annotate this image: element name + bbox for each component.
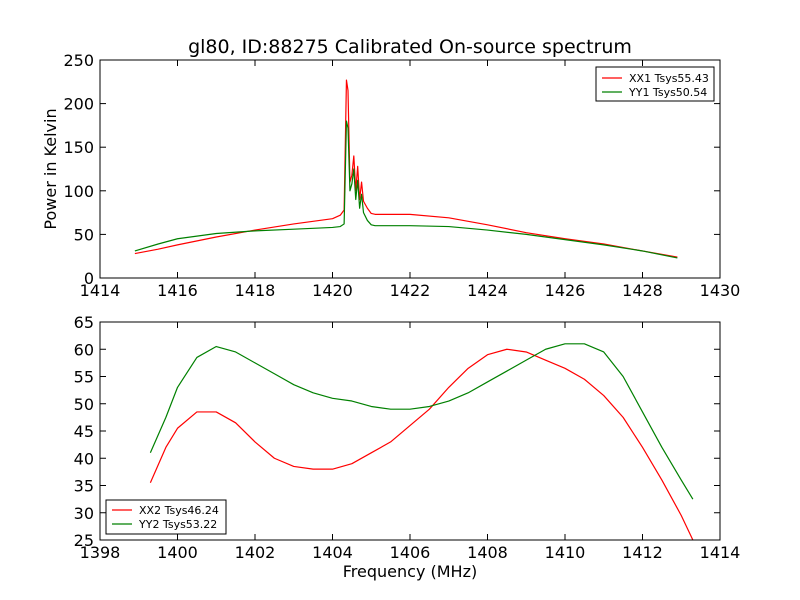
y-tick-label-top: 250 xyxy=(63,51,94,70)
series-line-yy2-tsys53-22 xyxy=(149,343,694,500)
y-tick-label-bottom: 60 xyxy=(74,340,94,359)
x-tick-label-bottom: 1408 xyxy=(467,543,508,562)
y-tick-label-bottom: 40 xyxy=(74,449,94,468)
legend-top: XX1 Tsys55.43 YY1 Tsys50.54 xyxy=(595,66,715,102)
x-tick-label-top: 1426 xyxy=(545,281,586,300)
y-tick-label-bottom: 65 xyxy=(74,313,94,332)
y-axis-label-top: Power in Kelvin xyxy=(41,108,60,229)
y-tick-label-top: 150 xyxy=(63,138,94,157)
x-tick-label-top: 1430 xyxy=(700,281,741,300)
legend-label-xx1: XX1 Tsys55.43 xyxy=(629,72,709,85)
y-tick-label-top: 50 xyxy=(74,225,94,244)
legend-bottom: XX2 Tsys46.24 YY2 Tsys53.22 xyxy=(105,499,227,535)
series-line-xx1-tsys55-43 xyxy=(134,79,678,258)
legend-label-yy2: YY2 Tsys53.22 xyxy=(138,518,217,531)
y-tick-label-top: 200 xyxy=(63,95,94,114)
series-line-xx2-tsys46-24 xyxy=(149,348,694,541)
bottom-plot-panel: 1398 1400 1402 1404 1406 1408 1410 1412 1414 25 30… xyxy=(74,313,741,581)
y-tick-label-bottom: 45 xyxy=(74,422,94,441)
ticks-top: 1414 1416 1418 1420 1422 1424 1426 1428 1430 0 50 1… xyxy=(63,51,740,300)
x-tick-label-bottom: 1398 xyxy=(80,543,121,562)
x-tick-label-top: 1418 xyxy=(235,281,276,300)
y-tick-label-bottom: 35 xyxy=(74,477,94,496)
y-tick-label-bottom: 55 xyxy=(74,368,94,387)
legend-box-bottom xyxy=(105,499,227,535)
ticks-bottom: 1398 1400 1402 1404 1406 1408 1410 1412 1414 25 30… xyxy=(74,313,741,562)
x-tick-label-top: 1420 xyxy=(312,281,353,300)
x-tick-label-bottom: 1400 xyxy=(157,543,198,562)
series-line-yy1-tsys50-54 xyxy=(134,120,678,259)
series-layer-bottom xyxy=(149,343,694,541)
y-tick-label-bottom: 25 xyxy=(74,531,94,550)
top-plot-panel: 1414 1416 1418 1420 1422 1424 1426 1428 1430 0 50 1… xyxy=(41,51,740,300)
chart-title: gl80, ID:88275 Calibrated On-source spec… xyxy=(188,36,632,58)
x-tick-label-bottom: 1414 xyxy=(700,543,741,562)
legend-label-xx2: XX2 Tsys46.24 xyxy=(139,504,219,517)
x-axis-label-bottom: Frequency (MHz) xyxy=(343,562,477,581)
x-tick-label-top: 1428 xyxy=(622,281,663,300)
legend-box-top xyxy=(595,66,715,102)
y-tick-label-bottom: 30 xyxy=(74,504,94,523)
y-tick-label-top: 0 xyxy=(84,269,94,288)
x-tick-label-top: 1422 xyxy=(390,281,431,300)
x-tick-label-bottom: 1410 xyxy=(545,543,586,562)
x-tick-label-bottom: 1404 xyxy=(312,543,353,562)
x-tick-label-top: 1414 xyxy=(80,281,121,300)
x-tick-label-top: 1424 xyxy=(467,281,508,300)
x-tick-label-bottom: 1412 xyxy=(622,543,663,562)
x-tick-label-top: 1416 xyxy=(157,281,198,300)
x-tick-label-bottom: 1402 xyxy=(235,543,276,562)
y-tick-label-top: 100 xyxy=(63,182,94,201)
series-layer-top xyxy=(134,79,678,259)
legend-label-yy1: YY1 Tsys50.54 xyxy=(628,86,707,99)
x-tick-label-bottom: 1406 xyxy=(390,543,431,562)
y-tick-label-bottom: 50 xyxy=(74,395,94,414)
